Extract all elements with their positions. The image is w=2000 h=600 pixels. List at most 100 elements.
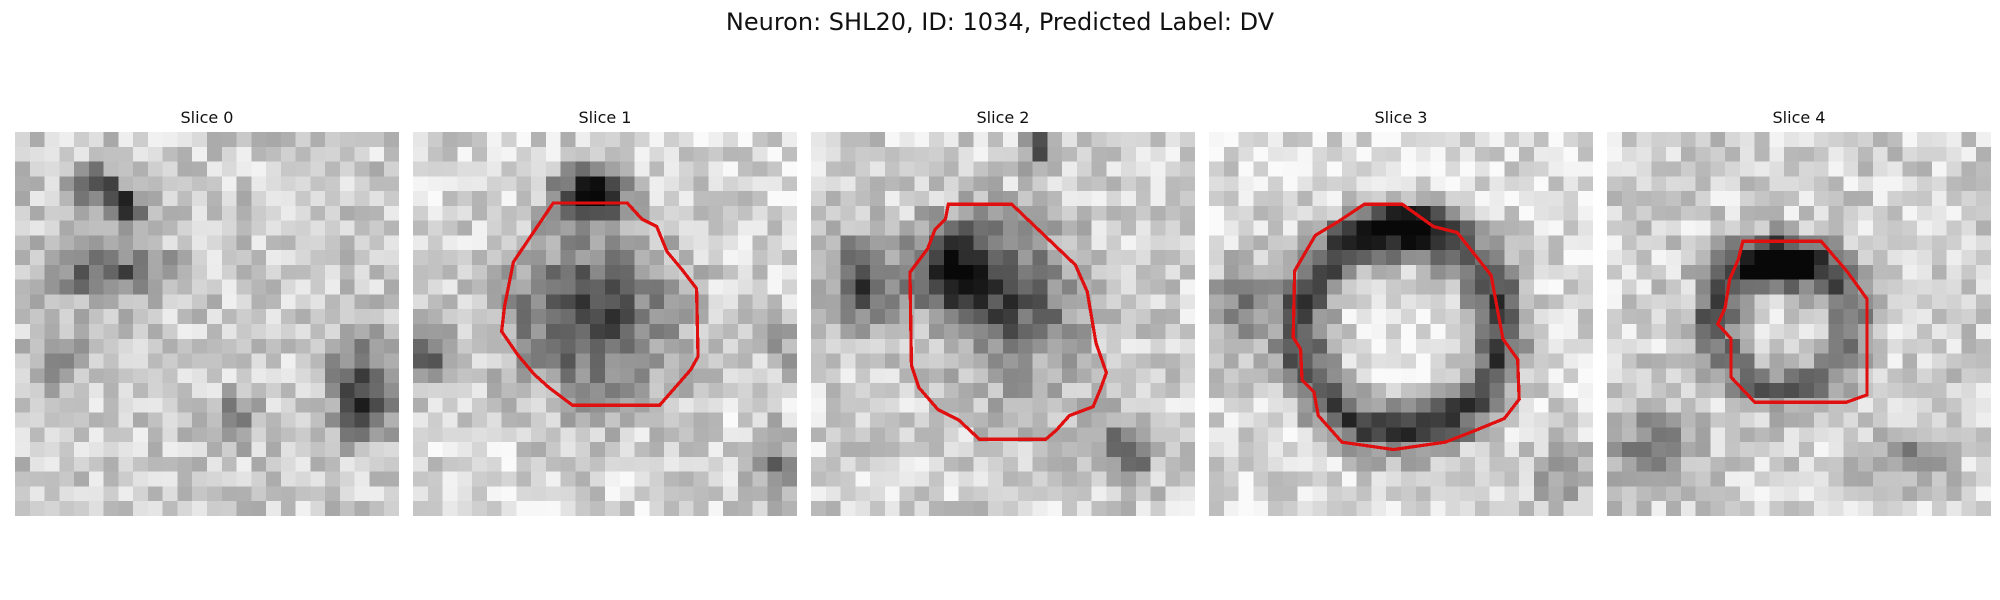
- pixel: [192, 486, 208, 502]
- pixel: [884, 132, 900, 148]
- pixel: [1076, 383, 1092, 399]
- pixel: [221, 235, 237, 251]
- pixel: [1784, 397, 1800, 413]
- slice-panel-0: Slice 0: [15, 108, 399, 516]
- pixel: [1238, 486, 1254, 502]
- pixel: [1872, 324, 1888, 340]
- pixel: [310, 161, 326, 177]
- pixel: [723, 324, 739, 340]
- pixel: [516, 309, 532, 325]
- pixel: [1047, 324, 1063, 340]
- pixel: [708, 471, 724, 487]
- pixel: [1695, 471, 1711, 487]
- pixel: [1636, 161, 1652, 177]
- pixel: [943, 383, 959, 399]
- pixel: [1563, 501, 1579, 516]
- pixel: [1504, 309, 1520, 325]
- pixel: [1180, 235, 1195, 251]
- pixel: [1961, 353, 1977, 369]
- pixel: [1902, 368, 1918, 384]
- pixel: [1282, 486, 1298, 502]
- pixel: [693, 338, 709, 354]
- pixel: [266, 368, 282, 384]
- pixel: [1621, 368, 1637, 384]
- pixel: [1312, 442, 1328, 458]
- pixel: [1666, 471, 1682, 487]
- pixel: [914, 471, 930, 487]
- pixel: [1710, 338, 1726, 354]
- pixel: [325, 368, 341, 384]
- pixel: [1828, 309, 1844, 325]
- pixel: [1312, 235, 1328, 251]
- pixel: [1976, 176, 1991, 192]
- pixel: [1872, 368, 1888, 384]
- pixel: [575, 471, 591, 487]
- pixel: [1858, 501, 1874, 516]
- pixel: [1680, 294, 1696, 310]
- pixel: [560, 324, 576, 340]
- pixel: [74, 309, 90, 325]
- pixel: [1282, 146, 1298, 162]
- pixel: [1430, 456, 1446, 472]
- pixel: [1209, 309, 1225, 325]
- pixel: [384, 279, 399, 295]
- pixel: [427, 442, 443, 458]
- pixel: [1017, 442, 1033, 458]
- pixel: [1578, 442, 1593, 458]
- pixel: [590, 442, 606, 458]
- pixel: [1680, 442, 1696, 458]
- pixel: [1739, 220, 1755, 236]
- pixel: [649, 412, 665, 428]
- pixel: [1769, 309, 1785, 325]
- pixel: [354, 161, 370, 177]
- pixel: [1017, 191, 1033, 207]
- pixel: [1917, 471, 1933, 487]
- pixel: [1769, 324, 1785, 340]
- pixel: [1887, 309, 1903, 325]
- pixel: [15, 456, 31, 472]
- pixel: [177, 383, 193, 399]
- pixel: [1769, 338, 1785, 354]
- pixel: [1680, 412, 1696, 428]
- pixel: [1784, 501, 1800, 516]
- pixel: [354, 191, 370, 207]
- pixel: [325, 279, 341, 295]
- pixel: [531, 176, 547, 192]
- pixel: [1828, 501, 1844, 516]
- pixel: [1371, 397, 1387, 413]
- pixel: [1917, 383, 1933, 399]
- pixel: [1739, 205, 1755, 221]
- pixel: [1636, 442, 1652, 458]
- pixel: [1209, 501, 1225, 516]
- pixel: [162, 235, 178, 251]
- pixel: [354, 205, 370, 221]
- pixel: [162, 383, 178, 399]
- pixel: [1062, 235, 1078, 251]
- pixel: [1621, 412, 1637, 428]
- pixel: [516, 191, 532, 207]
- pixel: [1976, 161, 1991, 177]
- pixel: [236, 132, 252, 148]
- pixel: [354, 279, 370, 295]
- pixel: [280, 338, 296, 354]
- pixel: [457, 161, 473, 177]
- pixel: [486, 132, 502, 148]
- pixel: [1961, 146, 1977, 162]
- pixel: [1710, 191, 1726, 207]
- pixel: [1371, 294, 1387, 310]
- pixel: [1739, 338, 1755, 354]
- pixel: [354, 353, 370, 369]
- pixel: [1047, 205, 1063, 221]
- pixel: [943, 324, 959, 340]
- pixel: [1415, 338, 1431, 354]
- pixel: [1253, 442, 1269, 458]
- pixel: [177, 368, 193, 384]
- pixel: [1784, 220, 1800, 236]
- pixel: [472, 471, 488, 487]
- pixel: [1931, 132, 1947, 148]
- pixel: [280, 294, 296, 310]
- pixel: [1047, 368, 1063, 384]
- slice-title-1: Slice 1: [578, 108, 632, 127]
- pixel: [1268, 456, 1284, 472]
- pixel: [1680, 397, 1696, 413]
